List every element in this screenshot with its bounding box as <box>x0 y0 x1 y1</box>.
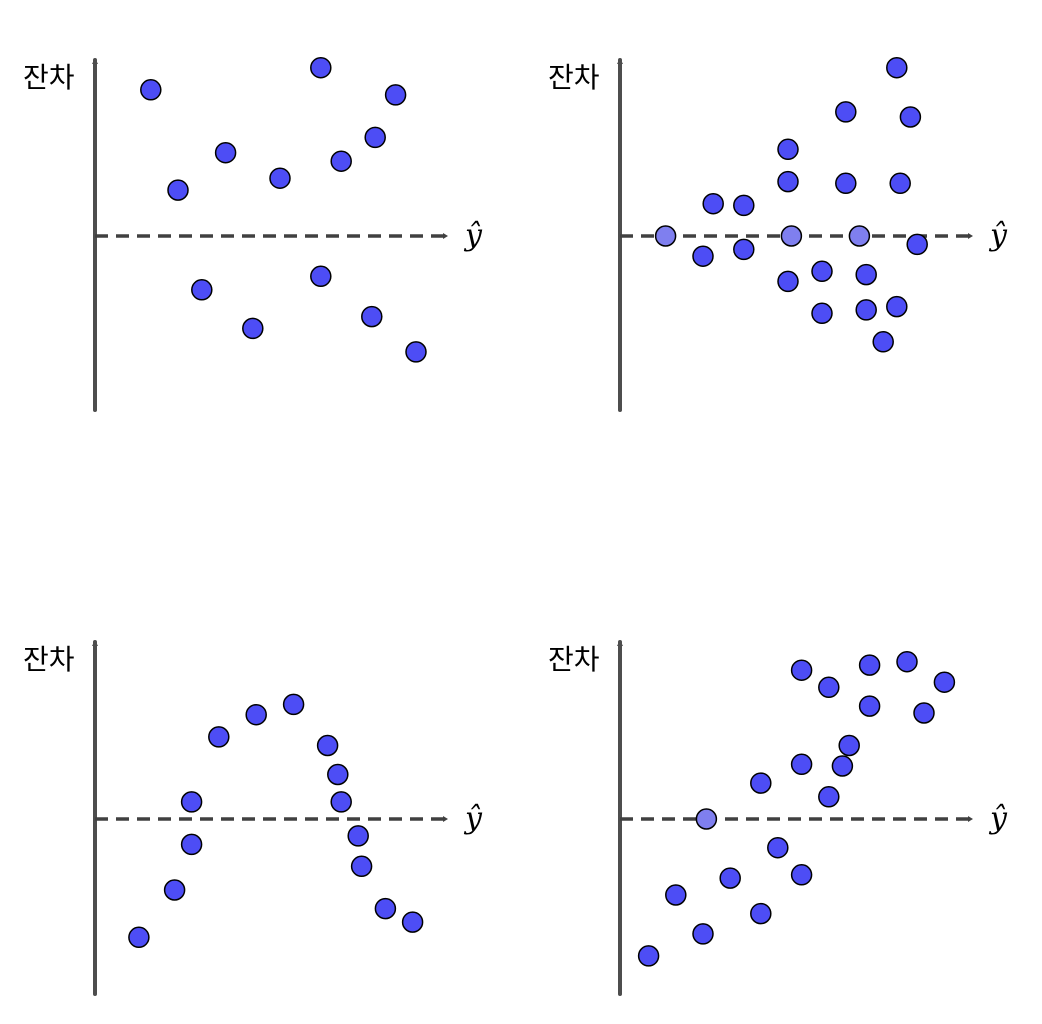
residual-point <box>790 659 813 681</box>
y-axis-label: 잔차 <box>548 61 600 94</box>
residual-point <box>886 56 908 79</box>
residual-point <box>637 945 660 967</box>
x-axis-label: ŷ <box>463 218 483 253</box>
residual-point <box>347 825 369 847</box>
y-axis-arrowhead <box>92 640 98 646</box>
residual-point <box>208 726 230 748</box>
residual-point <box>818 676 840 699</box>
residual-point <box>327 763 349 786</box>
residual-point <box>913 702 935 724</box>
x-axis-arrowhead <box>968 233 973 239</box>
residual-point <box>790 753 813 776</box>
residual-plot-panel: 잔차 ŷ <box>548 56 1008 412</box>
residual-point <box>245 703 267 726</box>
residual-point <box>886 295 908 318</box>
residual-point <box>818 786 840 808</box>
residual-point <box>933 671 956 693</box>
residual-point <box>848 225 871 247</box>
residual-point <box>330 791 352 813</box>
residual-point <box>361 305 383 328</box>
residual-point <box>811 260 833 283</box>
x-axis-arrowhead <box>443 816 448 822</box>
y-axis-label: 잔차 <box>23 61 75 94</box>
residual-point <box>750 772 772 794</box>
residual-point <box>733 194 755 217</box>
residual-point <box>163 879 186 901</box>
residual-point <box>269 167 291 189</box>
residual-point <box>855 263 877 286</box>
residual-plot-panel: 잔차 ŷ <box>548 640 1008 996</box>
residual-point <box>767 836 789 859</box>
y-axis-label: 잔차 <box>548 643 600 676</box>
residual-point <box>906 233 928 256</box>
y-axis-arrowhead <box>617 58 623 64</box>
residual-plot-panel: 잔차 ŷ <box>23 56 483 412</box>
residual-point <box>790 864 813 886</box>
x-axis-arrowhead <box>968 816 973 822</box>
residual-point <box>831 755 854 777</box>
residual-point <box>811 302 833 325</box>
residual-point <box>180 791 203 813</box>
residual-plot-panel: 잔차 ŷ <box>23 640 483 996</box>
x-axis-label: ŷ <box>463 801 483 836</box>
residual-point <box>128 926 150 949</box>
residual-point <box>899 106 922 128</box>
residual-point <box>777 170 799 193</box>
residual-point <box>838 734 860 757</box>
y-axis-arrowhead <box>617 640 623 646</box>
residual-point <box>140 79 162 101</box>
residual-point <box>750 902 772 925</box>
residual-point <box>350 855 373 878</box>
residual-point <box>692 245 714 267</box>
residual-point <box>316 734 339 757</box>
residual-point <box>654 225 677 247</box>
residual-point <box>855 299 877 321</box>
residual-point <box>896 650 918 673</box>
residual-point <box>858 654 881 676</box>
residual-point <box>835 101 857 123</box>
residual-point <box>665 884 687 906</box>
x-axis-label: ŷ <box>988 801 1008 836</box>
residual-point <box>167 179 189 201</box>
x-axis-label: ŷ <box>988 218 1008 253</box>
residual-point <box>835 172 857 195</box>
panels-container: 잔차 ŷ 잔차 ŷ 잔차 ŷ 잔차 ŷ <box>23 56 1008 996</box>
residual-point <box>180 833 203 856</box>
y-axis-arrowhead <box>92 58 98 64</box>
residual-point <box>214 141 237 164</box>
residual-point <box>692 923 714 945</box>
residual-point <box>872 331 894 353</box>
residual-point <box>889 172 911 195</box>
residual-point <box>384 84 407 106</box>
residual-point <box>777 138 799 161</box>
residual-point <box>242 317 264 340</box>
residual-point <box>282 693 305 716</box>
residual-point <box>702 192 724 215</box>
residual-point <box>310 56 332 79</box>
residual-point <box>858 695 881 717</box>
residual-point <box>330 150 352 172</box>
residual-point <box>364 126 386 149</box>
residual-point <box>733 238 755 261</box>
residual-point <box>777 270 799 293</box>
y-axis-label: 잔차 <box>23 643 75 676</box>
residual-point <box>310 265 332 288</box>
residual-point <box>374 897 397 920</box>
residual-point <box>405 341 427 363</box>
residual-point <box>401 911 424 933</box>
x-axis-arrowhead <box>443 233 448 239</box>
residual-point <box>695 808 718 830</box>
residual-point <box>780 225 803 247</box>
residual-point <box>191 279 213 301</box>
residual-point <box>719 867 741 889</box>
